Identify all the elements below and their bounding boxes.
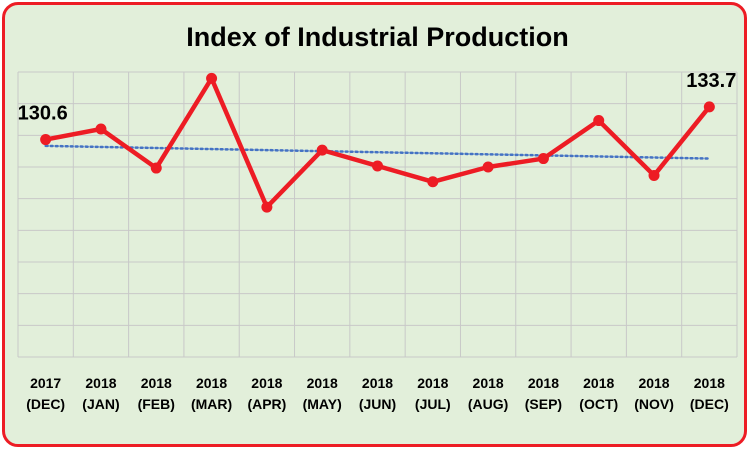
data-labels: 130.6 133.7 (18, 70, 737, 125)
data-point (206, 72, 218, 84)
x-tick-month: (MAR) (191, 396, 232, 412)
x-axis-tick-labels: 2017 (DEC)2018 (JAN)2018 (FEB)2018 (MAR)2018… (26, 375, 729, 412)
data-point (40, 134, 52, 146)
x-tick-label: 2018 (NOV) (634, 375, 674, 412)
x-tick-label: 2018 (JUN) (359, 375, 396, 412)
x-tick-label: 2018 (AUG) (468, 375, 508, 412)
x-tick-month: (JAN) (82, 396, 119, 412)
x-tick-month: (DEC) (26, 396, 65, 412)
x-tick-month: (FEB) (138, 396, 175, 412)
data-point (372, 160, 383, 172)
x-tick-year: 2018 (362, 375, 393, 391)
x-tick-month: (OCT) (579, 396, 618, 412)
x-tick-month: (DEC) (690, 396, 729, 412)
x-tick-year: 2018 (141, 375, 172, 391)
data-point (316, 144, 328, 156)
x-tick-label: 2018 (JAN) (82, 375, 119, 412)
x-tick-label: 2018 (JUL) (415, 375, 451, 412)
x-tick-year: 2018 (638, 375, 669, 391)
x-tick-month: (APR) (247, 396, 286, 412)
chart-title: Index of Industrial Production (186, 22, 569, 52)
x-tick-label: 2017 (DEC) (26, 375, 65, 412)
x-tick-label: 2018 (MAR) (191, 375, 232, 412)
data-point (537, 153, 549, 165)
x-tick-month: (SEP) (525, 396, 562, 412)
trendline (44, 144, 711, 160)
x-tick-year: 2018 (196, 375, 227, 391)
x-tick-label: 2018 (APR) (247, 375, 286, 412)
x-tick-year: 2017 (30, 375, 61, 391)
gridlines (17, 71, 738, 358)
x-tick-year: 2018 (417, 375, 448, 391)
x-tick-year: 2018 (307, 375, 338, 391)
data-point (95, 123, 107, 135)
x-tick-label: 2018 (SEP) (525, 375, 562, 412)
data-point (150, 162, 162, 174)
data-point (261, 201, 273, 213)
x-tick-month: (AUG) (468, 396, 508, 412)
x-tick-month: (MAY) (303, 396, 342, 412)
trendline-line (44, 144, 711, 160)
series-line (45, 76, 712, 210)
data-point (593, 115, 605, 127)
data-point (648, 169, 660, 181)
x-tick-year: 2018 (528, 375, 559, 391)
x-tick-year: 2018 (251, 375, 282, 391)
x-tick-year: 2018 (583, 375, 614, 391)
x-tick-month: (JUN) (359, 396, 396, 412)
x-tick-label: 2018 (FEB) (138, 375, 175, 412)
chart-frame (2, 2, 747, 447)
x-tick-label: 2018 (OCT) (579, 375, 618, 412)
data-label: 130.6 (18, 103, 68, 125)
x-tick-month: (JUL) (415, 396, 451, 412)
data-point (482, 161, 494, 173)
data-point (427, 176, 439, 188)
x-tick-year: 2018 (85, 375, 116, 391)
data-points (40, 72, 715, 213)
data-label: 133.7 (686, 70, 736, 92)
x-tick-month: (NOV) (634, 396, 674, 412)
x-tick-year: 2018 (473, 375, 504, 391)
data-point (703, 101, 715, 113)
x-tick-year: 2018 (694, 375, 725, 391)
series-polyline (45, 76, 712, 210)
x-tick-label: 2018 (DEC) (690, 375, 729, 412)
x-tick-label: 2018 (MAY) (303, 375, 342, 412)
